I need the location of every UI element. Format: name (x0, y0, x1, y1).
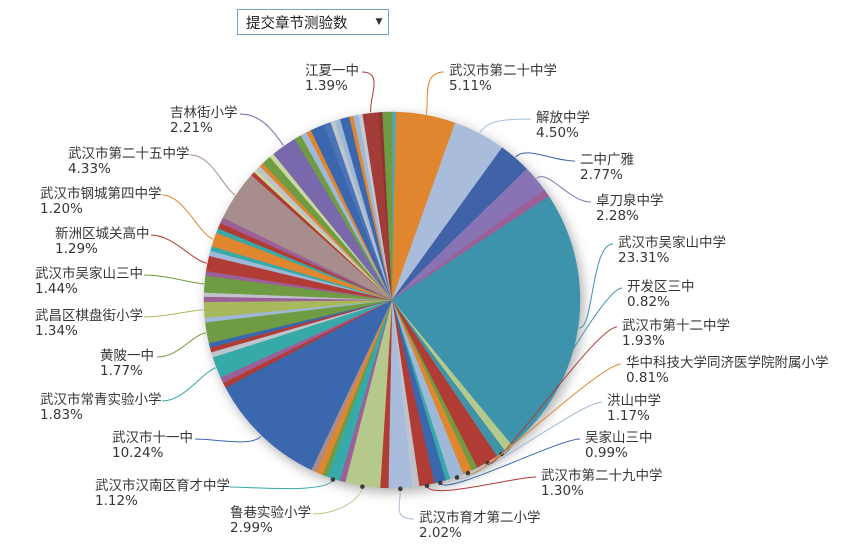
leader-line (425, 71, 445, 115)
pie-slice[interactable] (382, 111, 393, 301)
leader-line (398, 488, 415, 520)
leader-line (161, 194, 214, 240)
leader-line (361, 71, 375, 113)
leader-line (143, 274, 204, 285)
leader-line (426, 476, 537, 492)
leader-dot (330, 477, 336, 482)
leader-line (312, 486, 363, 515)
metric-select-value: 提交章节测验数 (246, 15, 348, 32)
leader-dot (398, 486, 403, 492)
pie-slice[interactable] (225, 299, 393, 471)
leader-line (143, 309, 204, 318)
leader-line (161, 367, 216, 402)
leader-line (467, 363, 622, 475)
leader-line (229, 479, 334, 490)
leader-line (515, 152, 576, 162)
pie-slices-group (203, 111, 581, 489)
dropdown-arrow-icon[interactable]: ▼ (375, 17, 383, 27)
metric-select[interactable]: 提交章节测验数 ▼ (237, 9, 389, 35)
leader-dot (465, 470, 471, 476)
leader-line (156, 332, 207, 358)
leader-line (150, 234, 207, 264)
leader-line (500, 287, 623, 455)
leader-dot (424, 483, 430, 489)
leader-dot (437, 480, 443, 486)
leader-line (239, 113, 284, 146)
pie-slice[interactable] (391, 196, 581, 446)
leader-line (439, 438, 581, 486)
leader-line (189, 154, 236, 196)
leader-line (536, 176, 592, 203)
leader-line (578, 243, 614, 329)
leader-dot (454, 475, 460, 480)
leader-line (487, 326, 618, 465)
leader-line (479, 118, 532, 134)
leader-line (194, 435, 262, 443)
leader-line (456, 401, 603, 480)
leader-dot (360, 484, 365, 489)
leader-lines-group (143, 71, 623, 520)
